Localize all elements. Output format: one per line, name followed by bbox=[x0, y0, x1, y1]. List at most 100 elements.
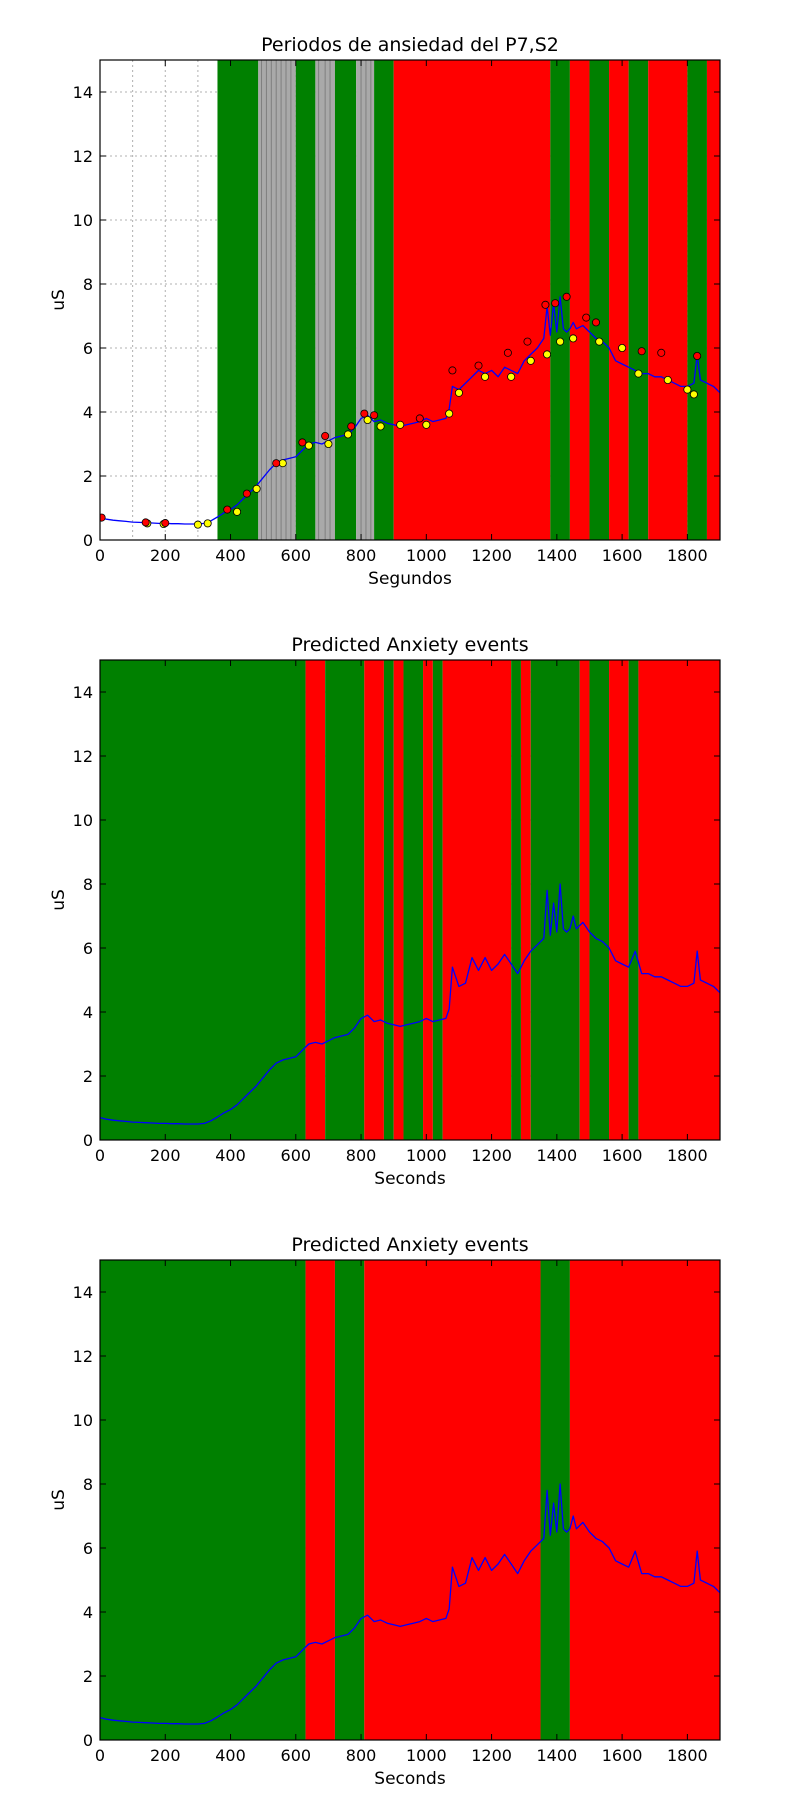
peak-marker bbox=[474, 361, 483, 370]
series-line bbox=[100, 296, 720, 525]
y-tick-label: 10 bbox=[73, 1411, 93, 1430]
chart-2: 0 200 400 600 800 1000 1200 1400 1600 1800 0 2 4 6 8 10… bbox=[49, 634, 721, 1189]
peak-marker bbox=[657, 348, 666, 357]
peak-marker bbox=[582, 313, 591, 322]
y-tick-label: 0 bbox=[83, 531, 93, 550]
span-red bbox=[579, 660, 590, 1140]
x-tick-label: 1200 bbox=[471, 1746, 512, 1765]
plot-layer bbox=[100, 1260, 720, 1740]
x-tick-label: 600 bbox=[281, 1746, 312, 1765]
x-tick-label: 600 bbox=[281, 1146, 312, 1165]
y-tick-label: 12 bbox=[73, 747, 93, 766]
x-tick-label: 1000 bbox=[406, 1746, 447, 1765]
span-green bbox=[628, 660, 639, 1140]
valley-marker bbox=[454, 388, 463, 397]
span-red bbox=[305, 660, 326, 1140]
y-tick-label: 6 bbox=[83, 939, 93, 958]
y-tick-label: 4 bbox=[83, 403, 93, 422]
valley-marker bbox=[689, 390, 698, 399]
x-tick-label: 1200 bbox=[471, 1146, 512, 1165]
valley-marker bbox=[595, 337, 604, 346]
peak-marker bbox=[523, 337, 532, 346]
x-tick-label: 800 bbox=[346, 1146, 377, 1165]
span-green bbox=[687, 60, 707, 540]
peak-marker bbox=[551, 299, 560, 308]
y-axis-label: uS bbox=[49, 1489, 69, 1511]
span-green bbox=[295, 60, 316, 540]
peak-marker bbox=[161, 519, 170, 528]
y-tick-label: 8 bbox=[83, 1475, 93, 1494]
span-red bbox=[569, 60, 590, 540]
x-tick-label: 200 bbox=[150, 546, 181, 565]
x-tick-label: 0 bbox=[95, 1146, 105, 1165]
span-green bbox=[628, 60, 649, 540]
y-tick-label: 2 bbox=[83, 1067, 93, 1086]
series-line bbox=[100, 883, 720, 1125]
chart-1: 0 200 400 600 800 1000 1200 1400 1600 1800 0 2 4 6 8 10… bbox=[49, 34, 721, 589]
span-red bbox=[609, 60, 629, 540]
x-tick-label: 200 bbox=[150, 1746, 181, 1765]
peak-marker bbox=[321, 431, 330, 440]
span-gray bbox=[258, 60, 296, 540]
valley-marker bbox=[343, 430, 352, 439]
valley-marker bbox=[193, 520, 202, 529]
x-tick-label: 1800 bbox=[667, 1146, 708, 1165]
x-tick-label: 1200 bbox=[471, 546, 512, 565]
span-green bbox=[334, 1260, 365, 1740]
valley-marker bbox=[304, 441, 313, 450]
x-axis-label: Seconds bbox=[374, 1169, 446, 1189]
x-tick-label: 0 bbox=[95, 1746, 105, 1765]
peak-marker bbox=[360, 409, 369, 418]
valley-marker bbox=[203, 519, 212, 528]
x-tick-label: 400 bbox=[215, 1146, 246, 1165]
span-green bbox=[403, 660, 424, 1140]
peak-marker bbox=[693, 351, 702, 360]
y-tick-label: 6 bbox=[83, 339, 93, 358]
valley-marker bbox=[543, 350, 552, 359]
span-green bbox=[589, 660, 610, 1140]
span-red bbox=[305, 1260, 335, 1740]
peak-marker bbox=[298, 438, 307, 447]
valley-marker bbox=[233, 507, 242, 516]
span-green bbox=[383, 660, 394, 1140]
plot-layer bbox=[100, 660, 720, 1140]
y-tick-label: 8 bbox=[83, 275, 93, 294]
span-red bbox=[364, 1260, 541, 1740]
y-tick-label: 2 bbox=[83, 467, 93, 486]
span-green bbox=[511, 660, 521, 1140]
x-tick-label: 1000 bbox=[406, 546, 447, 565]
span-red bbox=[520, 660, 531, 1140]
chart-title: Periodos de ansiedad del P7,S2 bbox=[261, 34, 559, 56]
valley-marker bbox=[507, 372, 516, 381]
span-red bbox=[706, 60, 720, 540]
peak-marker bbox=[242, 489, 251, 498]
span-red bbox=[393, 660, 404, 1140]
x-tick-label: 1800 bbox=[667, 1746, 708, 1765]
peak-marker bbox=[272, 459, 281, 468]
peak-marker bbox=[347, 422, 356, 431]
span-red bbox=[648, 60, 688, 540]
x-tick-label: 200 bbox=[150, 1146, 181, 1165]
axes-frame bbox=[99, 659, 721, 1141]
plot-layer bbox=[100, 60, 720, 540]
y-tick-label: 12 bbox=[73, 147, 93, 166]
span-green bbox=[432, 660, 443, 1140]
axes-frame bbox=[99, 1259, 721, 1741]
span-green bbox=[334, 60, 357, 540]
x-tick-label: 600 bbox=[281, 546, 312, 565]
valley-marker bbox=[663, 375, 672, 384]
valley-marker bbox=[556, 337, 565, 346]
chart-title: Predicted Anxiety events bbox=[291, 634, 528, 656]
span-green bbox=[100, 1260, 306, 1740]
chart-title: Predicted Anxiety events bbox=[291, 1234, 528, 1256]
y-tick-label: 0 bbox=[83, 1731, 93, 1750]
span-red bbox=[393, 60, 551, 540]
x-axis-label: Segundos bbox=[368, 569, 452, 589]
peak-marker bbox=[415, 414, 424, 423]
valley-marker bbox=[363, 415, 372, 424]
x-tick-label: 1000 bbox=[406, 1146, 447, 1165]
span-green bbox=[374, 60, 394, 540]
valley-marker bbox=[526, 356, 535, 365]
peak-marker bbox=[448, 366, 457, 375]
